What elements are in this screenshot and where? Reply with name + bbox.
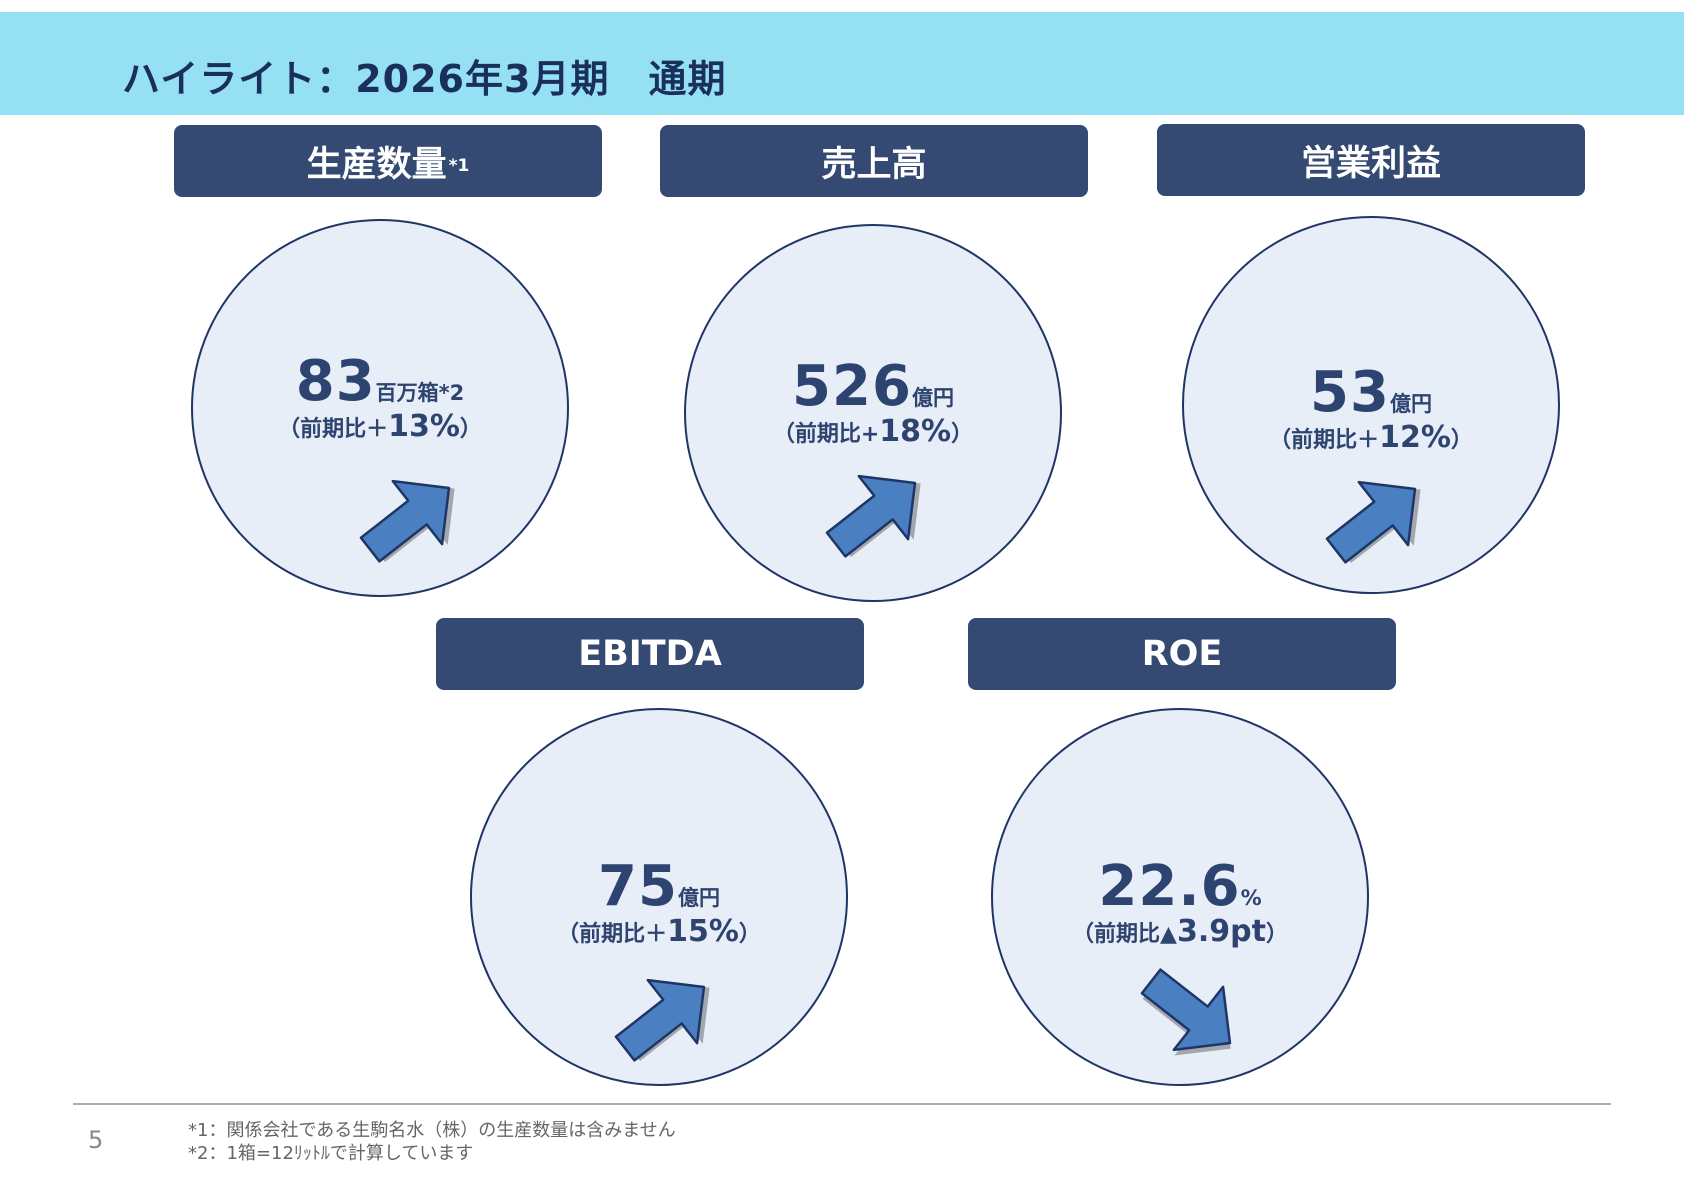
kpi-value: 22.6 bbox=[1098, 854, 1241, 919]
page-title: ハイライト：2026年3月期 通期 bbox=[122, 57, 727, 101]
kpi-circle-production-volume: 83百万箱*2 （前期比＋13%） bbox=[191, 219, 569, 597]
kpi-circle-net-sales: 526億円 （前期比+18%） bbox=[684, 224, 1062, 602]
kpi-header-operating-profit: 営業利益 bbox=[1157, 124, 1585, 196]
trend-down-arrow-icon bbox=[1140, 968, 1232, 1056]
kpi-change: （前期比+18%） bbox=[686, 414, 1060, 449]
trend-up-arrow-icon bbox=[614, 978, 710, 1062]
page-number: 5 bbox=[88, 1126, 104, 1154]
kpi-change-suffix: ） bbox=[951, 422, 974, 447]
kpi-value: 75 bbox=[598, 854, 678, 919]
kpi-value-line: 83百万箱*2 bbox=[193, 349, 567, 414]
kpi-unit: 億円 bbox=[1389, 392, 1432, 416]
trend-up-arrow-icon bbox=[359, 479, 455, 563]
kpi-value: 83 bbox=[295, 349, 376, 414]
kpi-unit: 億円 bbox=[911, 386, 954, 410]
kpi-unit: % bbox=[1240, 886, 1262, 910]
kpi-header-roe: ROE bbox=[968, 618, 1396, 690]
kpi-header-production-volume: 生産数量 *1 bbox=[174, 125, 602, 197]
kpi-circle-operating-profit: 53億円 （前期比＋12%） bbox=[1182, 216, 1560, 594]
kpi-change-prefix: （前期比＋ bbox=[1269, 428, 1380, 453]
kpi-change-prefix: （前期比+ bbox=[772, 422, 880, 447]
kpi-change-value: 3.9pt bbox=[1176, 914, 1266, 949]
trend-up-arrow-icon bbox=[1325, 480, 1421, 564]
kpi-change-suffix: ） bbox=[1265, 922, 1288, 947]
kpi-change-suffix: ） bbox=[459, 417, 482, 442]
kpi-header-label: 生産数量 bbox=[306, 144, 447, 185]
title-band bbox=[0, 12, 1684, 115]
kpi-change-prefix: （前期比＋ bbox=[278, 417, 389, 442]
kpi-change-prefix: （前期比＋ bbox=[557, 922, 668, 947]
kpi-unit: 億円 bbox=[677, 886, 720, 910]
kpi-change: （前期比＋12%） bbox=[1184, 420, 1558, 455]
kpi-header-label: 売上高 bbox=[821, 144, 927, 185]
kpi-value: 53 bbox=[1310, 360, 1390, 425]
kpi-change-suffix: ） bbox=[1450, 428, 1473, 453]
kpi-value: 526 bbox=[792, 354, 912, 419]
kpi-change-prefix: （前期比▲ bbox=[1072, 922, 1177, 947]
kpi-change: （前期比＋13%） bbox=[193, 409, 567, 444]
kpi-value-line: 22.6% bbox=[993, 854, 1367, 919]
kpi-change: （前期比＋15%） bbox=[472, 914, 846, 949]
kpi-circle-ebitda: 75億円 （前期比＋15%） bbox=[470, 708, 848, 1086]
kpi-value-line: 53億円 bbox=[1184, 360, 1558, 425]
kpi-header-ebitda: EBITDA bbox=[436, 618, 864, 690]
kpi-change-value: 18% bbox=[879, 414, 952, 449]
kpi-header-label: ROE bbox=[1141, 634, 1223, 674]
kpi-circle-roe: 22.6% （前期比▲3.9pt） bbox=[991, 708, 1369, 1086]
kpi-change: （前期比▲3.9pt） bbox=[993, 914, 1367, 949]
kpi-unit: 百万箱*2 bbox=[375, 381, 465, 405]
kpi-change-value: 15% bbox=[667, 914, 739, 949]
footnote-2: *2：1箱=12ﾘｯﾄﾙで計算しています bbox=[188, 1143, 474, 1164]
kpi-change-value: 13% bbox=[388, 409, 460, 444]
kpi-change-value: 12% bbox=[1379, 420, 1451, 455]
kpi-header-label: EBITDA bbox=[578, 634, 722, 674]
kpi-change-suffix: ） bbox=[738, 922, 761, 947]
footnote-1: *1：関係会社である生駒名水（株）の生産数量は含みません bbox=[188, 1120, 676, 1141]
kpi-value-line: 75億円 bbox=[472, 854, 846, 919]
kpi-header-net-sales: 売上高 bbox=[660, 125, 1088, 197]
kpi-value-line: 526億円 bbox=[686, 354, 1060, 419]
footer-divider bbox=[73, 1103, 1611, 1105]
trend-up-arrow-icon bbox=[825, 474, 921, 558]
kpi-header-label: 営業利益 bbox=[1300, 143, 1441, 184]
kpi-header-footnote-mark: *1 bbox=[448, 156, 470, 176]
